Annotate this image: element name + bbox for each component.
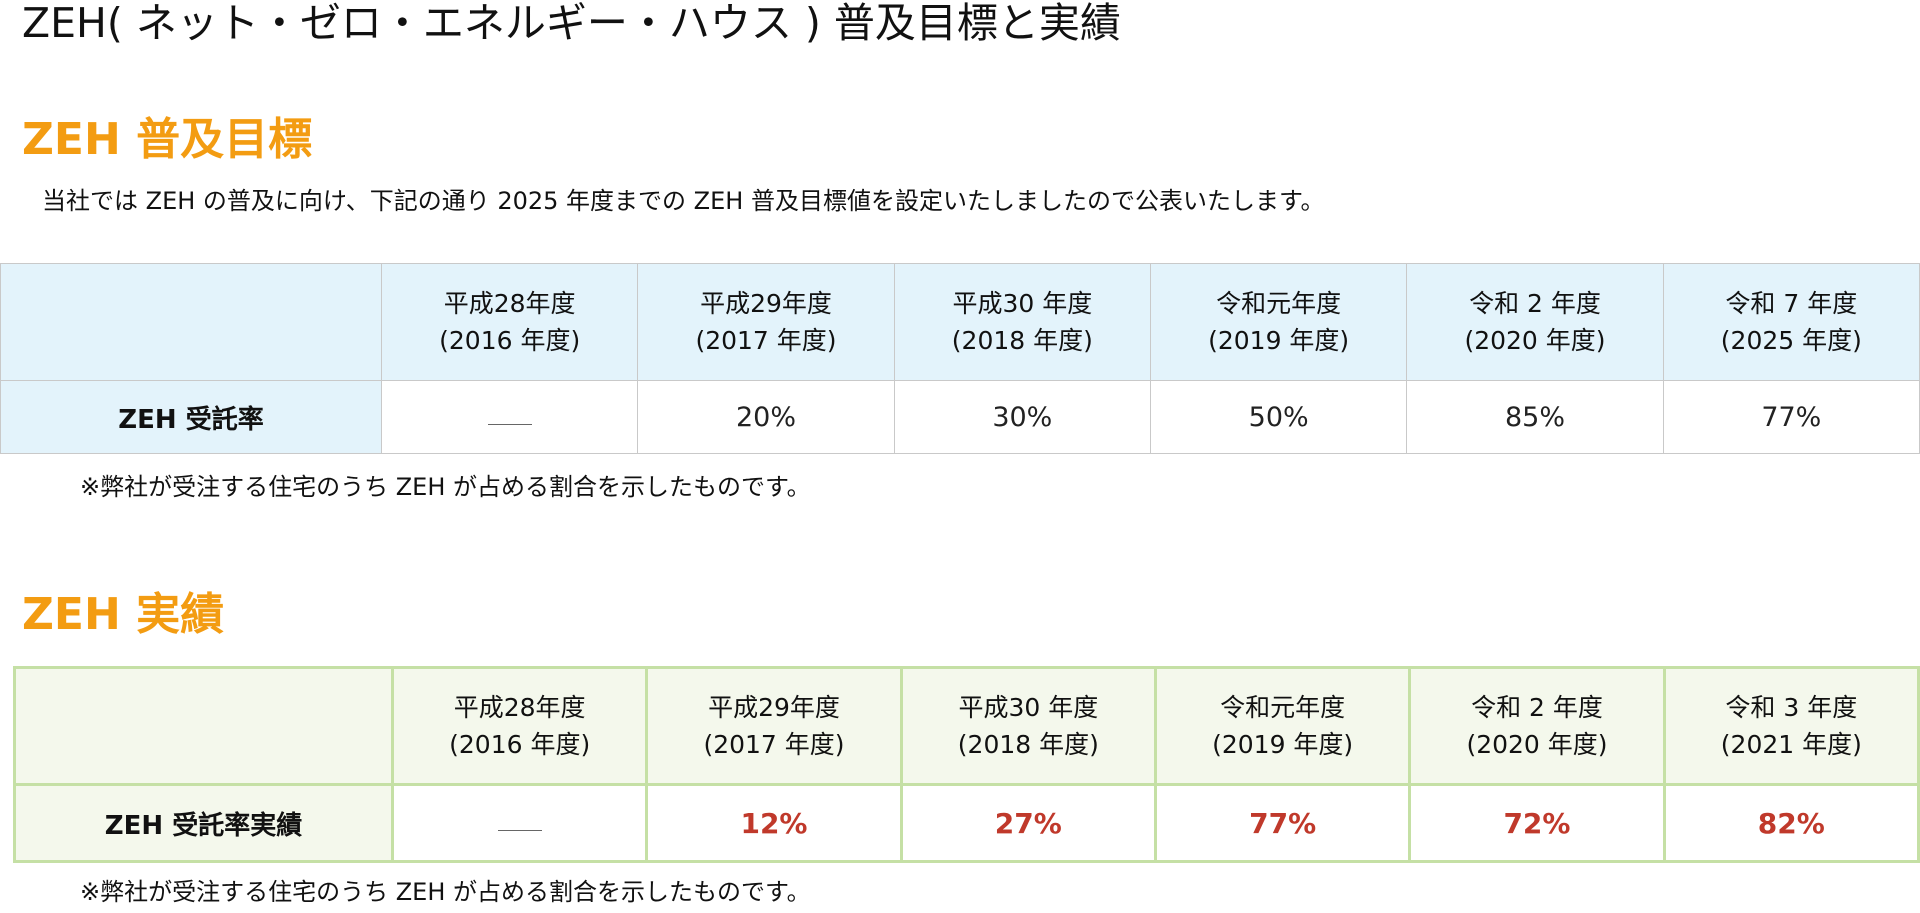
target-cell: 20% bbox=[637, 380, 895, 454]
year-label: (2020 年度) bbox=[1464, 326, 1606, 355]
target-value: 30% bbox=[992, 401, 1053, 433]
actual-value: 12% bbox=[740, 806, 808, 840]
era-label: 令和元年度 bbox=[1216, 289, 1342, 318]
dash-mark bbox=[497, 829, 542, 831]
dash-mark bbox=[487, 423, 532, 425]
year-label: (2025 年度) bbox=[1720, 326, 1862, 355]
row-label-text: ZEH 受託率 bbox=[118, 404, 264, 435]
era-label: 令和 2 年度 bbox=[1471, 693, 1603, 722]
target-header-row: 平成28年度 (2016 年度) 平成29年度 (2017 年度) 平成30 年… bbox=[0, 263, 1920, 381]
actual-data-row: ZEH 受託率実績 12% 27% 77% 72% 82% bbox=[13, 783, 1920, 863]
target-cell-empty bbox=[380, 380, 639, 454]
actual-cell: 27% bbox=[899, 783, 1157, 863]
era-label: 平成28年度 bbox=[453, 693, 586, 722]
year-label: (2021 年度) bbox=[1720, 730, 1862, 759]
target-row-label: ZEH 受託率 bbox=[0, 380, 382, 454]
year-label: (2018 年度) bbox=[951, 326, 1093, 355]
target-value: 85% bbox=[1504, 401, 1565, 433]
target-value: 50% bbox=[1248, 401, 1309, 433]
actual-col-header: 令和 2 年度 (2020 年度) bbox=[1408, 666, 1666, 786]
year-label: (2018 年度) bbox=[957, 730, 1099, 759]
target-col-header: 平成29年度 (2017 年度) bbox=[637, 263, 895, 381]
era-label: 平成30 年度 bbox=[958, 693, 1099, 722]
actual-footnote: ※弊社が受注する住宅のうち ZEH が占める割合を示したものです。 bbox=[80, 878, 811, 906]
actual-cell: 77% bbox=[1153, 783, 1412, 863]
era-label: 平成29年度 bbox=[708, 693, 840, 722]
actual-corner-cell bbox=[13, 666, 394, 786]
actual-header-row: 平成28年度 (2016 年度) 平成29年度 (2017 年度) 平成30 年… bbox=[13, 666, 1920, 786]
actual-section-heading: ZEH 実績 bbox=[22, 589, 225, 640]
actual-cell: 12% bbox=[645, 783, 903, 863]
target-value: 77% bbox=[1761, 401, 1822, 433]
target-data-row: ZEH 受託率 20% 30% 50% 85% 77% bbox=[0, 380, 1920, 454]
target-section-heading: ZEH 普及目標 bbox=[22, 114, 313, 165]
year-label: (2019 年度) bbox=[1212, 730, 1354, 759]
target-col-header: 令和元年度 (2019 年度) bbox=[1149, 263, 1408, 381]
year-label: (2017 年度) bbox=[695, 326, 837, 355]
year-label: (2016 年度) bbox=[439, 326, 581, 355]
target-cell: 77% bbox=[1662, 380, 1920, 454]
target-cell: 85% bbox=[1406, 380, 1664, 454]
actual-col-header: 令和元年度 (2019 年度) bbox=[1153, 666, 1412, 786]
actual-col-header: 平成28年度 (2016 年度) bbox=[390, 666, 649, 786]
actual-value: 77% bbox=[1249, 806, 1317, 840]
year-label: (2019 年度) bbox=[1208, 326, 1350, 355]
era-label: 平成29年度 bbox=[700, 289, 832, 318]
actual-value: 27% bbox=[994, 806, 1062, 840]
actual-col-header: 令和 3 年度 (2021 年度) bbox=[1662, 666, 1920, 786]
actual-value: 72% bbox=[1503, 806, 1571, 840]
year-label: (2016 年度) bbox=[449, 730, 591, 759]
target-col-header: 令和 7 年度 (2025 年度) bbox=[1662, 263, 1920, 381]
target-intro-text: 当社では ZEH の普及に向け、下記の通り 2025 年度までの ZEH 普及目… bbox=[42, 187, 1325, 215]
era-label: 令和 3 年度 bbox=[1725, 693, 1858, 722]
target-col-header: 平成28年度 (2016 年度) bbox=[380, 263, 639, 381]
era-label: 令和元年度 bbox=[1220, 693, 1346, 722]
era-label: 令和 2 年度 bbox=[1469, 289, 1601, 318]
target-col-header: 令和 2 年度 (2020 年度) bbox=[1406, 263, 1664, 381]
target-col-header: 平成30 年度 (2018 年度) bbox=[893, 263, 1151, 381]
actual-col-header: 平成30 年度 (2018 年度) bbox=[899, 666, 1157, 786]
year-label: (2020 年度) bbox=[1466, 730, 1608, 759]
actual-table: 平成28年度 (2016 年度) 平成29年度 (2017 年度) 平成30 年… bbox=[13, 666, 1920, 863]
era-label: 令和 7 年度 bbox=[1725, 289, 1858, 318]
era-label: 平成30 年度 bbox=[952, 289, 1093, 318]
target-table: 平成28年度 (2016 年度) 平成29年度 (2017 年度) 平成30 年… bbox=[0, 263, 1920, 454]
era-label: 平成28年度 bbox=[443, 289, 576, 318]
target-footnote: ※弊社が受注する住宅のうち ZEH が占める割合を示したものです。 bbox=[80, 473, 811, 501]
actual-cell: 82% bbox=[1662, 783, 1920, 863]
actual-cell: 72% bbox=[1408, 783, 1666, 863]
actual-value: 82% bbox=[1757, 806, 1825, 840]
row-label-text: ZEH 受託率実績 bbox=[104, 810, 303, 841]
actual-col-header: 平成29年度 (2017 年度) bbox=[645, 666, 903, 786]
target-cell: 30% bbox=[893, 380, 1151, 454]
target-value: 20% bbox=[735, 401, 796, 433]
page-title: ZEH( ネット・ゼロ・エネルギー・ハウス ) 普及目標と実績 bbox=[22, 0, 1121, 47]
year-label: (2017 年度) bbox=[703, 730, 845, 759]
actual-cell-empty bbox=[390, 783, 649, 863]
actual-row-label: ZEH 受託率実績 bbox=[13, 783, 394, 863]
target-cell: 50% bbox=[1149, 380, 1408, 454]
target-corner-cell bbox=[0, 263, 382, 381]
